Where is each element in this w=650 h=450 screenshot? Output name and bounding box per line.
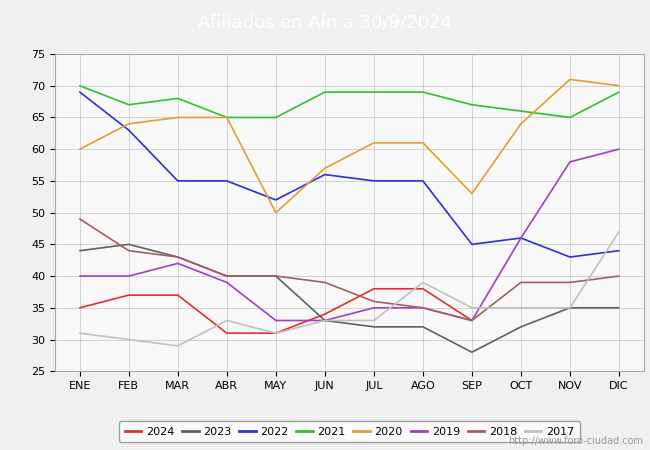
Text: http://www.foro-ciudad.com: http://www.foro-ciudad.com <box>508 436 644 446</box>
Text: Afiliados en Aín a 30/9/2024: Afiliados en Aín a 30/9/2024 <box>198 14 452 33</box>
Legend: 2024, 2023, 2022, 2021, 2020, 2019, 2018, 2017: 2024, 2023, 2022, 2021, 2020, 2019, 2018… <box>119 421 580 442</box>
